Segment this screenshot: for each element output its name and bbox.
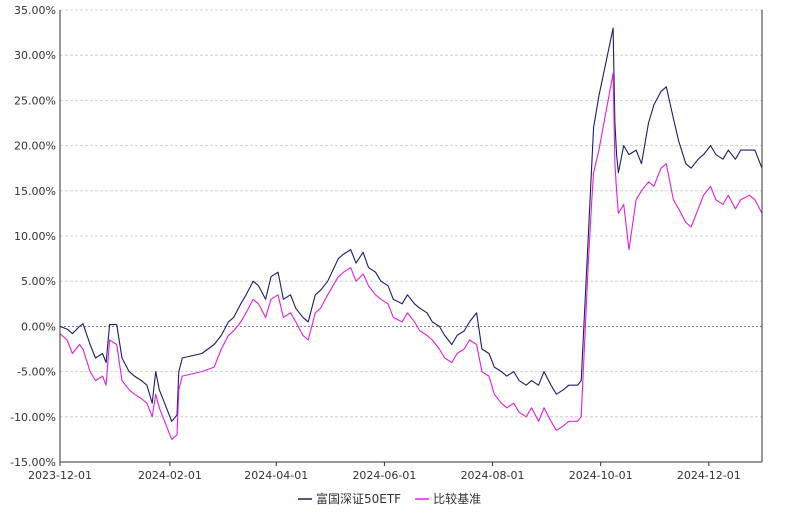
y-tick-label: 30.00% — [14, 49, 56, 62]
legend[interactable]: 富国深证50ETF 比较基准 — [298, 491, 481, 506]
series-line-1 — [59, 72, 763, 440]
y-tick-label: 15.00% — [14, 185, 56, 198]
series-line-0 — [59, 27, 763, 422]
grid-lines — [60, 9, 762, 463]
y-tick-label: 20.00% — [14, 140, 56, 153]
x-tick-label: 2024-02-01 — [138, 469, 202, 482]
y-tick-label: 10.00% — [14, 230, 56, 243]
y-tick-label: -15.00% — [10, 456, 56, 469]
y-tick-label: -10.00% — [10, 411, 56, 424]
x-tick-label: 2024-10-01 — [569, 469, 633, 482]
x-tick-label: 2024-04-01 — [244, 469, 308, 482]
x-tick-label: 2024-12-01 — [677, 469, 741, 482]
y-axis-tick-labels: -15.00% -10.00% -5.00% 0.00% 5.00% 10.00% 15.0… — [10, 4, 56, 469]
x-tick-label: 2024-06-01 — [352, 469, 416, 482]
y-tick-label: -5.00% — [17, 366, 56, 379]
y-tick-label: 25.00% — [14, 94, 56, 107]
series-layer — [59, 27, 763, 440]
legend-label-0[interactable]: 富国深证50ETF — [316, 491, 401, 506]
x-tick-label: 2023-12-01 — [28, 469, 92, 482]
legend-label-1[interactable]: 比较基准 — [433, 491, 481, 506]
axes — [59, 10, 763, 463]
x-axis-tick-labels: 2023-12-01 2024-02-01 2024-04-01 2024-06-01… — [28, 462, 741, 482]
y-tick-label: 0.00% — [21, 320, 56, 333]
y-tick-label: 5.00% — [21, 275, 56, 288]
x-tick-label: 2024-08-01 — [461, 469, 525, 482]
y-tick-label: 35.00% — [14, 4, 56, 17]
